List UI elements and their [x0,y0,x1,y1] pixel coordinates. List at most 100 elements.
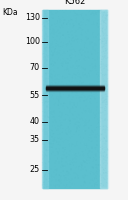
Point [105,22,107,25]
Point [62,102,64,105]
Point [86,52,88,55]
Point [92,72,94,75]
Point [57,151,59,155]
Point [92,150,94,154]
Point [63,18,65,21]
Point [84,73,86,76]
Point [74,117,77,121]
Point [106,34,109,37]
Point [70,161,72,164]
Point [66,45,68,48]
Point [84,108,87,112]
Point [102,73,104,76]
Point [42,157,44,160]
Point [63,149,65,152]
Point [101,173,103,176]
Point [57,157,59,161]
Text: K562: K562 [64,0,86,6]
Point [87,86,89,89]
Point [61,166,63,169]
Point [54,37,56,40]
Point [83,169,85,172]
Point [78,124,80,127]
Point [106,156,109,160]
Point [47,116,49,119]
Point [91,52,93,56]
Point [65,14,67,17]
Point [100,148,102,151]
Point [55,45,57,48]
Point [52,25,55,28]
Point [49,25,51,28]
Point [43,118,45,121]
Point [103,55,105,58]
Point [106,118,108,122]
Point [52,51,54,54]
Point [56,22,58,25]
Point [76,130,78,133]
Point [91,73,93,76]
Point [44,114,46,117]
Point [58,115,60,118]
Point [63,36,65,39]
Point [96,11,98,14]
Point [74,67,76,70]
Point [103,167,105,170]
Point [105,86,107,89]
Point [67,61,69,65]
Point [50,52,52,55]
Point [100,27,102,30]
Point [44,145,46,148]
Point [85,88,87,92]
Point [88,18,90,21]
Point [49,120,51,123]
Point [73,14,75,17]
Point [60,36,62,39]
Point [103,11,105,14]
Point [103,184,105,187]
Point [47,160,49,164]
Point [100,179,102,182]
Point [44,34,46,37]
Point [59,137,61,140]
Point [102,24,104,27]
Point [92,111,94,115]
Point [74,81,76,84]
Point [77,94,79,97]
Point [73,72,75,75]
Point [71,52,73,55]
Point [86,80,88,84]
Point [60,95,62,99]
Point [75,142,77,146]
Point [86,162,88,165]
Point [95,158,97,161]
Point [46,105,48,108]
Point [90,45,92,48]
Point [85,109,87,112]
Point [66,183,68,186]
Point [67,89,69,92]
Point [98,128,100,132]
Point [90,160,92,164]
Point [75,166,77,170]
Point [100,9,102,12]
Point [44,155,46,158]
Point [103,169,105,172]
Point [102,96,104,99]
Point [94,130,97,134]
Point [68,155,70,158]
Point [43,181,45,184]
Point [68,56,70,60]
Point [62,153,64,156]
Point [88,110,90,113]
Point [96,86,98,90]
Point [45,72,47,75]
Point [49,119,51,122]
Point [95,44,97,47]
Point [54,87,56,90]
Point [88,72,90,75]
Point [105,42,107,45]
Point [73,74,75,78]
Point [104,98,106,102]
Point [52,140,54,143]
